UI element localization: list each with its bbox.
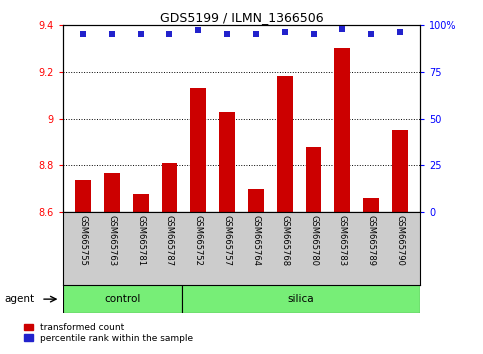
Bar — [306, 147, 322, 212]
Bar — [161, 163, 177, 212]
Text: GSM665780: GSM665780 — [309, 215, 318, 266]
Text: GSM665763: GSM665763 — [107, 215, 116, 266]
Bar — [104, 172, 120, 212]
Bar — [133, 194, 149, 212]
Text: GSM665764: GSM665764 — [252, 215, 260, 266]
Text: agent: agent — [5, 294, 35, 304]
Text: GSM665781: GSM665781 — [136, 215, 145, 266]
Bar — [334, 48, 350, 212]
Point — [368, 31, 375, 37]
Point — [281, 29, 289, 35]
Text: GSM665768: GSM665768 — [280, 215, 289, 266]
Point — [166, 31, 173, 37]
Point — [79, 31, 87, 37]
Point — [108, 31, 115, 37]
Point — [310, 31, 317, 37]
Text: silica: silica — [288, 294, 314, 304]
Text: control: control — [104, 294, 141, 304]
Bar — [277, 76, 293, 212]
Text: GSM665752: GSM665752 — [194, 215, 203, 266]
Bar — [75, 179, 91, 212]
Point — [252, 31, 260, 37]
Bar — [363, 198, 379, 212]
Bar — [219, 112, 235, 212]
Legend: transformed count, percentile rank within the sample: transformed count, percentile rank withi… — [24, 323, 193, 343]
Point — [396, 29, 404, 35]
Point — [339, 26, 346, 32]
Title: GDS5199 / ILMN_1366506: GDS5199 / ILMN_1366506 — [160, 11, 323, 24]
Point — [137, 31, 144, 37]
Text: GSM665787: GSM665787 — [165, 215, 174, 266]
Text: GSM665789: GSM665789 — [367, 215, 376, 266]
Point — [223, 31, 231, 37]
Bar — [248, 189, 264, 212]
Point — [194, 28, 202, 33]
Bar — [63, 285, 182, 313]
Bar — [392, 130, 408, 212]
Text: GSM665757: GSM665757 — [223, 215, 231, 266]
Text: GSM665755: GSM665755 — [78, 215, 87, 266]
Text: GSM665790: GSM665790 — [396, 215, 405, 266]
Bar — [190, 88, 206, 212]
Bar — [182, 285, 420, 313]
Text: GSM665783: GSM665783 — [338, 215, 347, 266]
